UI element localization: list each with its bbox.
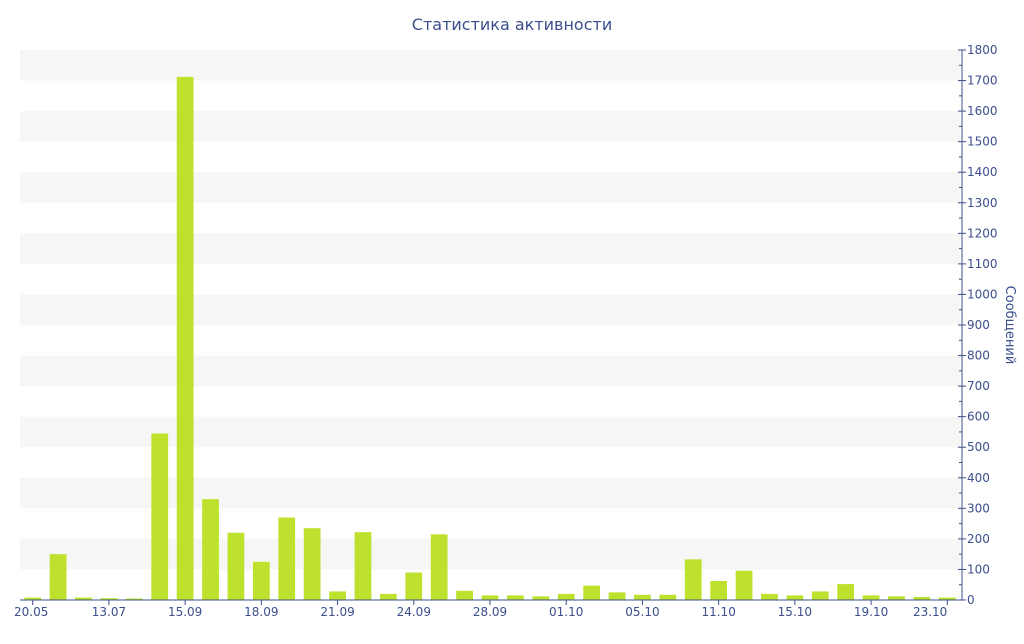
y-tick-label: 200 [967,532,990,546]
grid-band [20,233,960,264]
background-bands [20,50,960,570]
y-tick-label: 0 [967,593,975,607]
grid-band [20,355,960,387]
y-tick-label: 300 [967,501,990,515]
bar-series [24,76,956,600]
bar [151,433,169,600]
bar [100,598,118,600]
bar [684,559,702,600]
bar [837,584,855,600]
bar [507,595,524,600]
grid-band [20,477,960,509]
grid-band [20,294,960,325]
y-axis: 0 100 200 300 400 500 600 700 800 900 1000 1100 1200… [958,43,998,607]
x-tick-label: 11.10 [701,605,735,619]
y-tick-label: 1600 [967,104,998,118]
grid-band [20,416,960,448]
x-tick-label: 15.09 [168,605,202,619]
bar [862,595,880,600]
y-tick-label: 1400 [967,165,998,179]
y-axis-label: Сообщений [1002,286,1017,365]
bar [659,594,677,600]
bar [938,597,956,600]
bar [379,593,397,600]
x-tick-label: 05.10 [625,605,659,619]
y-tick-label: 1100 [967,257,998,271]
x-tick-label: 28.09 [473,605,507,619]
bar [125,598,143,600]
x-tick-label: 15.10 [778,605,812,619]
x-tick-label: 21.09 [320,605,354,619]
y-tick-label: 1500 [967,135,998,149]
bar [481,595,499,600]
bar [354,532,372,600]
y-tick-label: 800 [967,349,990,363]
y-tick-label: 1700 [967,74,998,88]
y-tick-label: 1300 [967,196,998,210]
bar [430,534,448,600]
bar [583,585,601,600]
grid-band [20,50,960,81]
y-tick-label: 700 [967,379,990,393]
y-tick-label: 100 [967,562,990,576]
y-tick-label: 500 [967,440,990,454]
x-tick-label: 24.09 [397,605,431,619]
bar [278,517,296,600]
x-axis: 20.05 13.07 15.09 18.09 21.09 24.09 28.09 01.10… [14,599,962,619]
y-tick-label: 600 [967,410,990,424]
bar [913,596,931,600]
bar [735,570,753,600]
bar [227,532,245,600]
bar [786,595,804,600]
bar [710,581,728,600]
bar [202,499,219,600]
bar [761,593,778,600]
chart-title: Статистика активности [411,15,613,34]
bar [634,594,651,600]
bar [329,591,346,600]
bar [49,554,67,600]
x-tick-label: 13.07 [92,605,126,619]
x-tick-label: 20.05 [14,605,48,619]
y-tick-label: 1000 [967,287,998,301]
bar [811,591,829,600]
bar [888,596,905,600]
y-tick-label: 400 [967,471,990,485]
bar [608,592,626,600]
bar [303,528,321,600]
grid-band [20,172,960,203]
x-tick-label: 19.10 [854,605,888,619]
y-tick-label: 1200 [967,226,998,240]
grid-band [20,538,960,570]
bar [456,590,473,600]
bar [75,597,92,600]
y-tick-label: 1800 [967,43,998,57]
bar [176,76,194,600]
x-tick-label: 18.09 [244,605,278,619]
x-tick-label: 01.10 [549,605,583,619]
bar [252,561,270,600]
x-tick-label: 23.10 [913,605,947,619]
y-tick-label: 900 [967,318,990,332]
bar [557,593,575,600]
bar [24,597,42,600]
grid-band [20,111,960,142]
bar [532,596,550,600]
bar [405,572,423,600]
